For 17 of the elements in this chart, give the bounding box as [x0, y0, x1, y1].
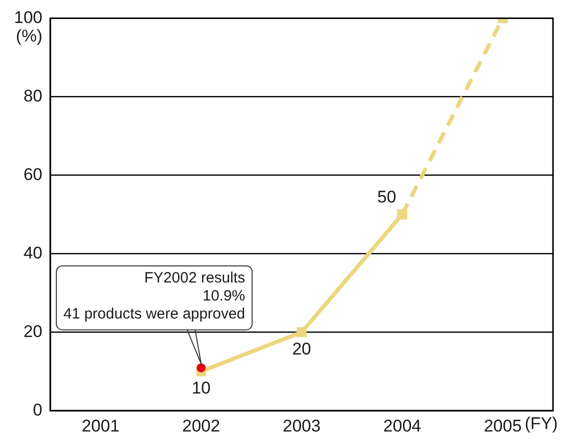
y-tick-label: 80: [23, 86, 42, 106]
y-axis-title: (%): [16, 26, 42, 46]
x-tick-label: 2003: [282, 416, 321, 436]
data-label: 50: [377, 188, 396, 207]
x-tick-label: 2005: [484, 416, 522, 436]
y-tick-label: 20: [23, 322, 42, 341]
y-tick-label: 60: [23, 164, 42, 184]
annotation: FY2002 results 10.9% 41 products were approved: [63, 269, 246, 322]
x-tick-label: 2004: [383, 416, 422, 436]
x-axis-title: (FY): [524, 414, 558, 433]
x-tick-label: 2002: [182, 416, 220, 436]
y-tick-label: 40: [23, 243, 42, 262]
y-tick-label: 100: [14, 8, 42, 27]
y-tick-label: 0: [32, 400, 42, 420]
data-label: 20: [292, 339, 312, 358]
x-tick-label: 2001: [82, 416, 120, 436]
data-label: 10: [192, 378, 211, 398]
